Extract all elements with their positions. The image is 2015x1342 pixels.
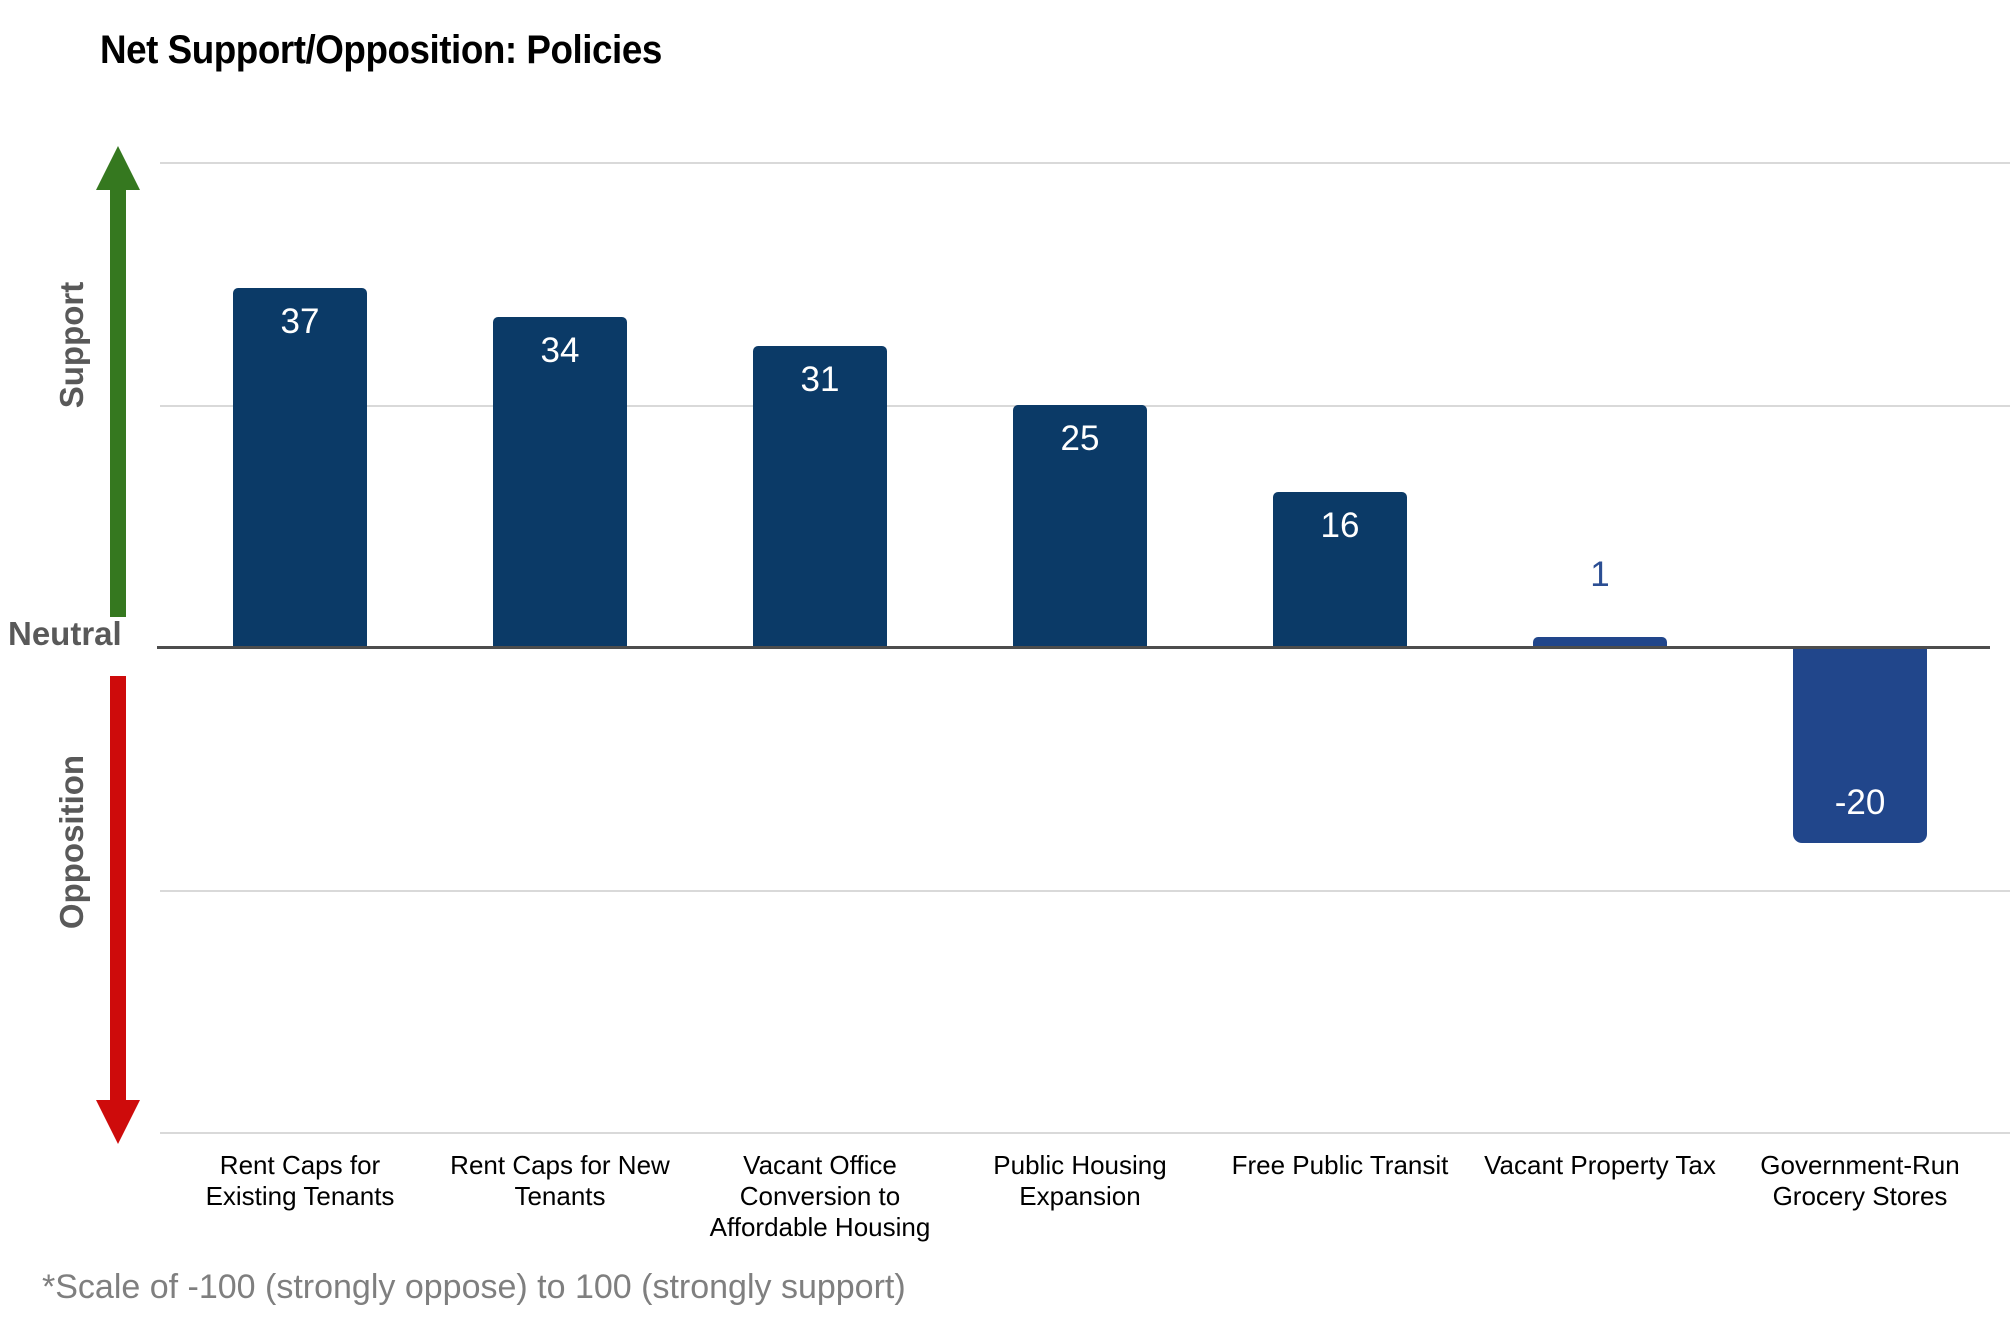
bar-value-label: 37 bbox=[280, 302, 320, 341]
category-label: Vacant Office Conversion to Affordable H… bbox=[709, 1150, 931, 1242]
support-arrow-head-icon bbox=[96, 146, 140, 190]
neutral-axis-line bbox=[157, 646, 1990, 649]
bar-value-label: 31 bbox=[800, 360, 840, 399]
support-arrow bbox=[110, 186, 126, 617]
bar-value-label: 1 bbox=[1590, 555, 1610, 594]
page-title: Net Support/Opposition: Policies bbox=[100, 28, 662, 72]
bar-value-label: 25 bbox=[1060, 419, 1100, 458]
bar bbox=[1273, 492, 1407, 647]
category-label: Free Public Transit bbox=[1231, 1150, 1449, 1180]
bar bbox=[1793, 649, 1927, 843]
bar bbox=[753, 346, 887, 647]
bar-value-label: 34 bbox=[540, 331, 580, 370]
bar bbox=[493, 317, 627, 647]
gridline bbox=[160, 890, 2010, 892]
opposition-arrow-head-icon bbox=[96, 1100, 140, 1144]
category-label: Vacant Property Tax bbox=[1484, 1150, 1716, 1180]
bar-value-label: 16 bbox=[1320, 506, 1360, 545]
opposition-arrow bbox=[110, 676, 126, 1100]
opposition-axis-label: Opposition bbox=[53, 754, 90, 930]
bar-value-label: -20 bbox=[1834, 783, 1886, 822]
bar bbox=[1013, 405, 1147, 647]
support-axis-label: Support bbox=[53, 281, 90, 409]
bar bbox=[233, 288, 367, 647]
neutral-axis-label: Neutral bbox=[8, 615, 122, 652]
category-label: Rent Caps for Existing Tenants bbox=[205, 1150, 395, 1211]
gridline bbox=[160, 1132, 2010, 1134]
category-label: Government-Run Grocery Stores bbox=[1760, 1150, 1960, 1211]
gridline bbox=[160, 162, 2010, 164]
category-label: Rent Caps for New Tenants bbox=[450, 1150, 670, 1211]
footnote: *Scale of -100 (strongly oppose) to 100 … bbox=[42, 1268, 906, 1306]
category-label: Public Housing Expansion bbox=[993, 1150, 1167, 1211]
bar bbox=[1533, 637, 1667, 647]
